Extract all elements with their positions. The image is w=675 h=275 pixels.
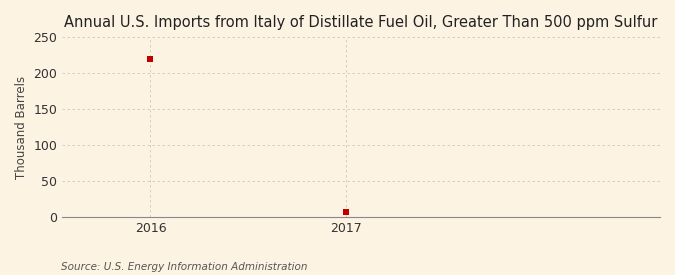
Y-axis label: Thousand Barrels: Thousand Barrels (15, 76, 28, 179)
Title: Annual U.S. Imports from Italy of Distillate Fuel Oil, Greater Than 500 ppm Sulf: Annual U.S. Imports from Italy of Distil… (64, 15, 658, 30)
Text: Source: U.S. Energy Information Administration: Source: U.S. Energy Information Administ… (61, 262, 307, 272)
